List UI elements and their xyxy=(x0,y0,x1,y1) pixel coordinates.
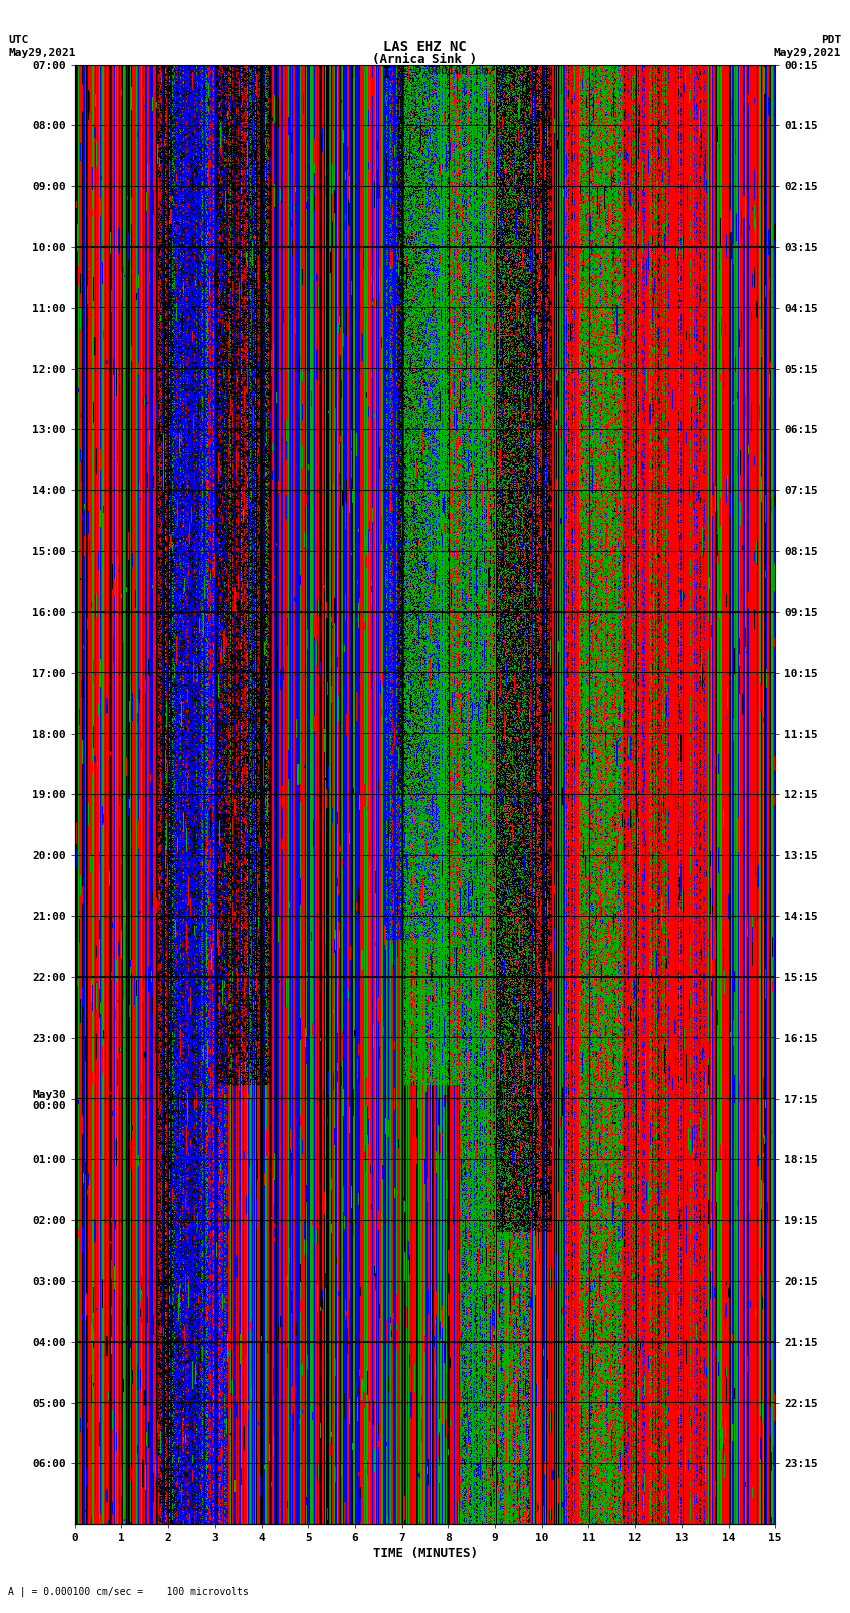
Text: May29,2021: May29,2021 xyxy=(8,48,76,58)
Text: I: I xyxy=(382,66,391,81)
Text: = 0.000100 cm/sec: = 0.000100 cm/sec xyxy=(394,66,515,76)
Text: LAS EHZ NC: LAS EHZ NC xyxy=(383,40,467,55)
Text: (Arnica Sink ): (Arnica Sink ) xyxy=(372,53,478,66)
Text: May29,2021: May29,2021 xyxy=(774,48,842,58)
Text: A | = 0.000100 cm/sec =    100 microvolts: A | = 0.000100 cm/sec = 100 microvolts xyxy=(8,1586,249,1597)
Text: UTC: UTC xyxy=(8,35,29,45)
X-axis label: TIME (MINUTES): TIME (MINUTES) xyxy=(372,1547,478,1560)
Text: PDT: PDT xyxy=(821,35,842,45)
